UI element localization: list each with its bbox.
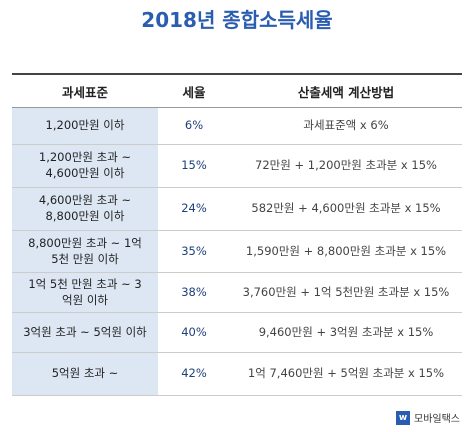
table-cell: 1,200만원 이하 [12,107,158,145]
table-cell: 1,590만원 + 8,800만원 초과분 x 15% [230,230,462,273]
table-cell: 38% [158,272,230,313]
table-cell: 3억원 초과 ~ 5억원 이하 [12,312,158,353]
table-row: 1,200만원 초과 ~4,600만원 이하 15% 72만원 + 1,200만원 … [12,144,462,188]
table-row: 4,600만원 초과 ~8,800만원 이하 24% 582만원 + 4,600만원… [12,187,462,231]
table-cell: 과세표준액 x 6% [230,107,462,145]
header-row: 과세표준 세율 산출세액 계산방법 [12,73,462,108]
table-cell: 582만원 + 4,600만원 초과분 x 15% [230,187,462,231]
header-cell: 과세표준 [12,73,158,108]
logo-icon: w [396,410,410,425]
table-row: 3억원 초과 ~ 5억원 이하 40% 9,460만원 + 3억원 초과분 x 15… [12,312,462,353]
cell-line: 8,800만원 초과 ~ 1억 [28,235,142,250]
logo: w 모바일택스 [396,410,460,425]
cell-line: 5천 만원 이하 [51,251,119,266]
table-cell: 1억 5천 만원 초과 ~ 3 억원 이하 [12,272,158,313]
table-row: 5억원 초과 ~42% 1억 7,460만원 + 5억원 초과분 x 15% [12,352,462,396]
cell-line: 8,800만원 이하 [45,209,125,223]
table-cell: 1,200만원 초과 ~4,600만원 이하 [12,144,158,188]
cell-line: 억원 이하 [62,292,108,307]
table-cell: 1억 7,460만원 + 5억원 초과분 x 15% [230,352,462,396]
header-cell: 산출세액 계산방법 [230,73,462,108]
table-cell: 24% [158,187,230,231]
table-body: 1,200만원 이하 6% 과세표준액 x 6% 1,200만원 초과 ~4,600만… [12,107,462,396]
tax-table: 과세표준 세율 산출세액 계산방법 1,200만원 이하 6% 과세표준액 x 6% 1,… [12,73,462,396]
table-cell: 3,760만원 + 1억 5천만원 초과분 x 15% [230,272,462,313]
header-cell: 세율 [158,73,230,108]
table-cell: 8,800만원 초과 ~ 1억 5천 만원 이하 [12,230,158,273]
table-row: 1억 5천 만원 초과 ~ 3 억원 이하 38% 3,760만원 + 1억 5천만원… [12,272,462,313]
table-cell: 4,600만원 초과 ~8,800만원 이하 [12,187,158,231]
cell-line: 1억 5천 만원 초과 ~ 3 [28,276,142,291]
logo-text: 모바일택스 [414,414,460,425]
table-cell: 5억원 초과 ~ [12,352,158,396]
table-cell: 9,460만원 + 3억원 초과분 x 15% [230,312,462,353]
cell-line: 4,600만원 이하 [45,166,125,180]
cell-line: 4,600만원 초과 ~ [38,193,132,208]
table-cell: 40% [158,312,230,353]
table-cell: 35% [158,230,230,273]
table-row: 8,800만원 초과 ~ 1억 5천 만원 이하 35% 1,590만원 + 8,80… [12,230,462,273]
table-row: 1,200만원 이하 6% 과세표준액 x 6% [12,107,462,145]
table-cell: 6% [158,107,230,145]
cell-line: 1,200만원 초과 ~ [38,150,132,165]
table-cell: 42% [158,352,230,396]
table-cell: 15% [158,144,230,188]
table-cell: 72만원 + 1,200만원 초과분 x 15% [230,144,462,188]
title: 2018년 종합소득세율 [141,8,333,32]
